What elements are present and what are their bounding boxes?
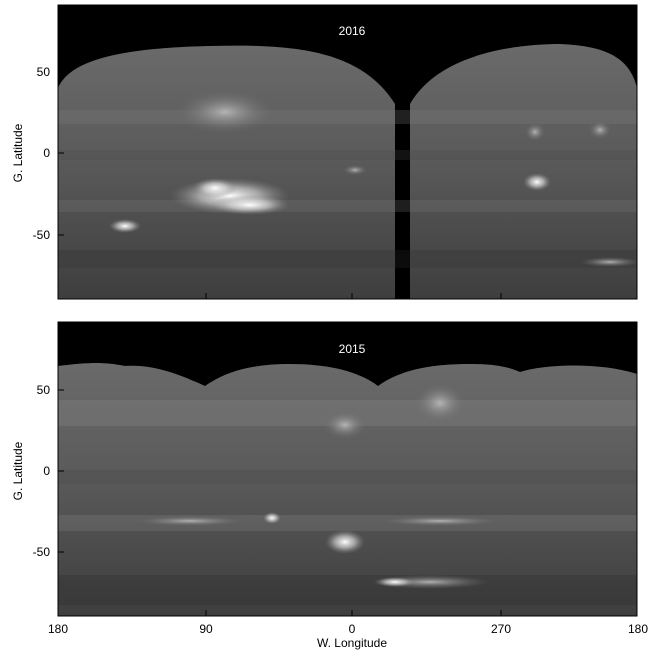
bright-feature xyxy=(193,178,237,198)
y-tick-label: -50 xyxy=(33,228,51,242)
y-axis-label: G. Latitude xyxy=(11,123,25,182)
map-panel-2016: 2016 xyxy=(58,5,637,299)
bright-feature xyxy=(109,219,141,233)
y-axis-label: G. Latitude xyxy=(11,441,25,500)
panel-title: 2016 xyxy=(339,24,366,38)
y-tick-label: 50 xyxy=(37,65,51,79)
bright-feature xyxy=(375,577,415,587)
x-axis-label: W. Longitude xyxy=(317,636,387,650)
x-ticks-bottom xyxy=(205,610,502,616)
y-ticks-bottom xyxy=(58,389,64,553)
map-panel-2015: 2015 xyxy=(58,322,637,616)
bright-feature xyxy=(343,165,367,175)
y-tick-label: 0 xyxy=(43,146,50,160)
bright-feature xyxy=(523,173,551,191)
x-tick-label: 0 xyxy=(349,622,356,636)
mosaic-section-left xyxy=(58,45,395,299)
bright-feature xyxy=(525,123,545,141)
bright-feature xyxy=(380,516,500,526)
bright-feature xyxy=(135,516,245,526)
bright-feature xyxy=(325,530,365,554)
x-tick-label: 90 xyxy=(199,622,213,636)
mosaic-section xyxy=(58,363,637,616)
bright-feature xyxy=(210,195,290,215)
x-ticks-top xyxy=(205,293,502,299)
bright-feature xyxy=(580,257,637,267)
y-tick-label: 50 xyxy=(37,383,51,397)
y-tick-label: 0 xyxy=(43,464,50,478)
bright-feature xyxy=(589,121,611,139)
y-tick-label: -50 xyxy=(33,545,51,559)
x-tick-label: 180 xyxy=(628,622,648,636)
panel-frame xyxy=(57,4,638,300)
panel-frame xyxy=(57,321,638,617)
y-ticks-top xyxy=(58,71,64,236)
bright-feature xyxy=(323,411,367,439)
bright-feature xyxy=(175,90,275,134)
bright-feature xyxy=(263,512,281,524)
bright-feature xyxy=(414,383,466,423)
panel-title: 2015 xyxy=(339,342,366,356)
x-tick-label: 270 xyxy=(491,622,511,636)
mosaic-section-right xyxy=(410,44,637,299)
x-tick-label: 180 xyxy=(48,622,68,636)
